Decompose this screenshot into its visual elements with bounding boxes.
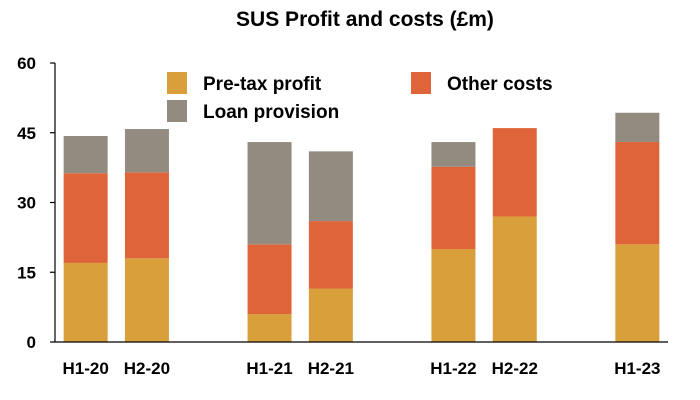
chart-title: SUS Profit and costs (£m) [236,8,494,31]
bar-H2-21-other-costs [308,221,353,289]
bar-H2-21-loan-provision [308,151,353,222]
bar-H1-23-other-costs [615,142,660,245]
axes-group: 0 15 30 45 60 [17,54,668,352]
bar-H1-20-other-costs [63,173,108,263]
x-tick-label: H1-23 [614,359,660,378]
legend-swatch [167,100,187,122]
x-tick-label: H2-20 [124,359,170,378]
legend-label: Pre-tax profit [203,74,322,95]
x-tick-label: H1-20 [62,359,108,378]
bar-H1-23-loan-provision [615,112,660,143]
bar-H1-23-pre-tax-profit [615,244,660,342]
y-tick-label: 30 [17,194,36,213]
x-tick-label: H2-22 [492,359,538,378]
x-tick-label: H2-21 [308,359,354,378]
x-tick-label: H1-21 [246,359,292,378]
bar-H1-22-loan-provision [431,142,476,167]
bar-H1-20-loan-provision [63,136,108,174]
y-tick-label: 45 [17,124,36,143]
y-tick-label: 0 [27,333,36,352]
bar-H1-22-other-costs [431,166,476,249]
legend-swatch [167,72,187,94]
y-tick-label: 15 [17,263,36,282]
bar-H2-22-other-costs [492,128,537,217]
bars-group: H1-20 H2-20 H1-21 H2-21 H1-22 H2-22 H1-23 [62,112,661,378]
bar-H2-20-pre-tax-profit [124,258,169,342]
bar-H2-21-pre-tax-profit [308,288,353,342]
bar-H1-22-pre-tax-profit [431,249,476,342]
bar-H1-21-pre-tax-profit [247,314,292,342]
bar-H2-20-other-costs [124,172,169,259]
legend-swatch [411,72,431,94]
bar-H2-22-pre-tax-profit [492,216,537,342]
legend-label: Other costs [447,74,553,95]
x-tick-label: H1-22 [430,359,476,378]
legend: Pre-tax profit Other costs Loan provision [167,72,553,123]
bar-H1-20-pre-tax-profit [63,262,108,342]
legend-label: Loan provision [203,102,339,123]
y-tick-label: 60 [17,54,36,73]
bar-H2-20-loan-provision [124,129,169,173]
bar-H1-21-other-costs [247,244,292,315]
bar-H1-21-loan-provision [247,142,292,245]
